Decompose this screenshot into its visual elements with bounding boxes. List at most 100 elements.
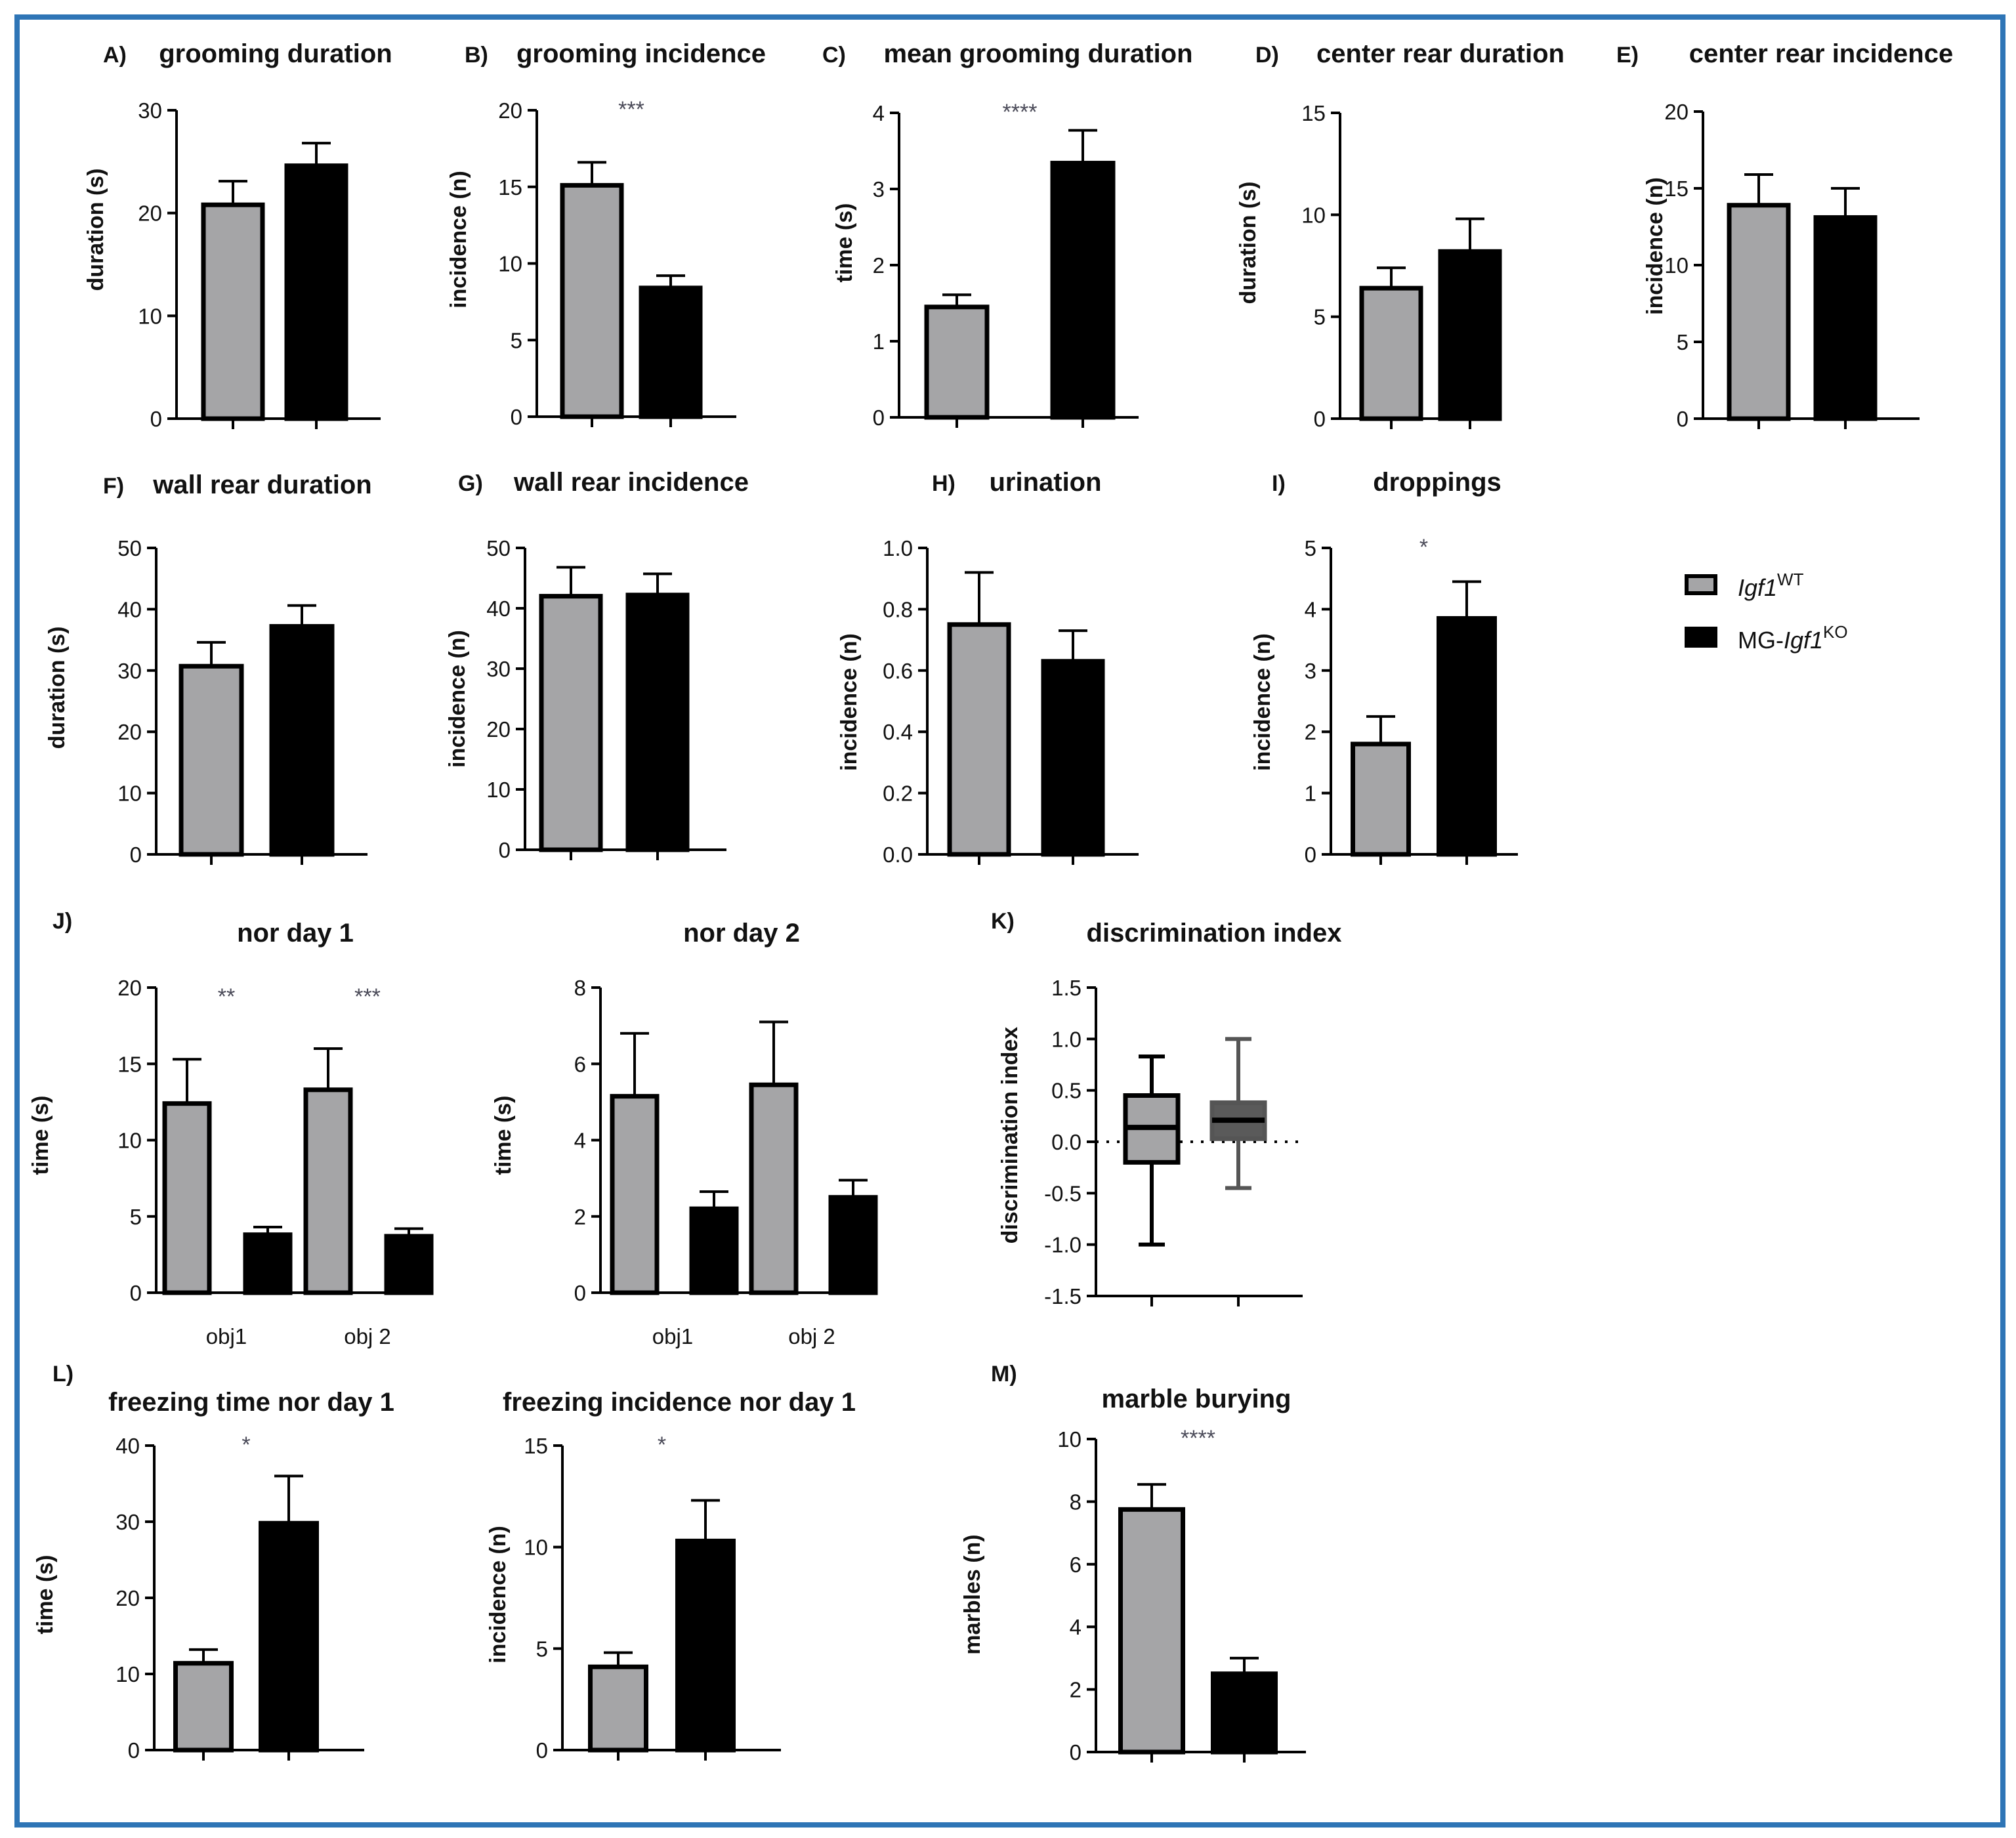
- y-axis-label: time (s): [832, 203, 857, 283]
- chart-title: droppings: [1373, 468, 1502, 497]
- panel-label: L): [52, 1362, 74, 1387]
- y-tick-label: 30: [117, 659, 142, 683]
- panel-l1: L) freezing time nor day 1 0 10 20 30 40 time (…: [33, 1362, 394, 1763]
- y-tick-label: 20: [117, 720, 142, 744]
- y-tick-label: 1: [1305, 782, 1316, 806]
- panel-label: I): [1272, 471, 1286, 496]
- chart-title: discrimination index: [1087, 919, 1342, 948]
- bar-ko: [1813, 215, 1878, 421]
- y-tick-label: 20: [116, 1586, 140, 1610]
- y-axis-label: incidence (n): [446, 171, 471, 308]
- y-axis-label: duration (s): [83, 169, 108, 291]
- significance-marker: *: [1419, 535, 1428, 560]
- panel-label: J): [52, 909, 72, 934]
- y-tick-label: 0.0: [1051, 1130, 1082, 1154]
- legend-label: Igf1WT: [1738, 570, 1804, 601]
- bar-ko: [828, 1195, 878, 1295]
- bar-ko: [1050, 161, 1116, 420]
- panel-label: C): [822, 43, 846, 68]
- bar-wt: [588, 1664, 648, 1753]
- bar-wt: [173, 1661, 234, 1753]
- panel-f: F) wall rear duration 0 10 20 30 40 50 duration …: [45, 470, 372, 867]
- y-tick-label: 40: [116, 1434, 140, 1458]
- chart-title: marble burying: [1102, 1385, 1292, 1413]
- bar-wt: [178, 663, 244, 857]
- panel-label: A): [103, 43, 127, 68]
- bar-ko: [1437, 616, 1497, 857]
- y-tick-label: 5: [1677, 330, 1689, 354]
- significance-marker: *: [242, 1432, 250, 1457]
- legend: Igf1WT MG-Igf1KO: [1685, 570, 1848, 654]
- panel-label: K): [991, 909, 1015, 934]
- y-tick-label: 20: [498, 98, 522, 123]
- y-tick-label: 0.2: [883, 782, 913, 806]
- y-tick-label: 0.8: [883, 597, 913, 621]
- significance-marker: ****: [1003, 100, 1038, 125]
- y-axis-label: incidence (n): [837, 633, 862, 771]
- y-axis-label: duration (s): [1236, 182, 1261, 304]
- y-tick-label: 6: [574, 1052, 586, 1076]
- y-tick-label: 10: [138, 304, 162, 328]
- bar-wt: [1351, 741, 1411, 857]
- x-tick-label: obj 2: [788, 1324, 835, 1348]
- y-tick-label: 0: [511, 405, 522, 429]
- y-axis-label: incidence (n): [1643, 177, 1668, 315]
- significance-marker: **: [218, 984, 235, 1009]
- y-tick-label: 0: [1070, 1740, 1082, 1765]
- chart-title: mean grooming duration: [883, 39, 1192, 68]
- panel-label: B): [465, 43, 488, 68]
- bar-ko: [384, 1234, 434, 1295]
- significance-marker: *: [658, 1432, 666, 1457]
- bar-wt: [924, 304, 990, 420]
- bar-ko: [639, 285, 703, 419]
- panel-label: F): [103, 474, 124, 499]
- y-tick-label: 4: [1305, 597, 1316, 621]
- panel-a: A) grooming duration 0 10 20 30 duration (s): [83, 39, 392, 431]
- significance-marker: ***: [354, 984, 381, 1009]
- y-tick-label: 10: [1301, 203, 1326, 227]
- y-tick-label: 30: [486, 657, 511, 681]
- bar-ko: [675, 1538, 736, 1753]
- y-tick-label: 5: [130, 1205, 142, 1229]
- y-tick-label: 0: [499, 838, 511, 862]
- bar-wt: [201, 202, 265, 421]
- x-tick-label: obj1: [652, 1324, 693, 1348]
- y-tick-label: -1.5: [1044, 1284, 1082, 1308]
- y-tick-label: 10: [117, 782, 142, 806]
- y-tick-label: 50: [486, 536, 511, 560]
- y-tick-label: 0: [1314, 407, 1326, 431]
- y-axis-label: duration (s): [45, 627, 70, 749]
- y-tick-label: 15: [117, 1052, 142, 1076]
- chart-title: grooming duration: [159, 39, 392, 68]
- chart-title: grooming incidence: [516, 39, 766, 68]
- bar-ko: [243, 1232, 293, 1295]
- panel-label: D): [1255, 43, 1279, 68]
- y-axis-label: incidence (n): [486, 1526, 511, 1663]
- y-tick-label: 4: [1070, 1615, 1082, 1639]
- y-axis-label: time (s): [491, 1096, 516, 1175]
- y-tick-label: 2: [873, 253, 885, 278]
- chart-title: freezing incidence nor day 1: [503, 1388, 856, 1417]
- chart-title: wall rear incidence: [513, 468, 749, 497]
- chart-title: urination: [989, 468, 1101, 497]
- bar-ko: [284, 163, 348, 421]
- y-tick-label: 4: [574, 1129, 586, 1153]
- legend-swatch: [1685, 627, 1717, 648]
- legend-label: MG-Igf1KO: [1738, 622, 1848, 654]
- x-tick-label: obj1: [206, 1324, 247, 1348]
- y-tick-label: 0: [130, 1281, 142, 1305]
- panel-c: C) mean grooming duration 0 1 2 3 4 time (s) ***…: [822, 39, 1193, 430]
- bar-ko: [1041, 659, 1105, 857]
- chart-title: center rear duration: [1316, 39, 1564, 68]
- y-tick-label: 0: [1677, 407, 1689, 431]
- bar-ko: [1211, 1671, 1278, 1755]
- bar-wt: [539, 594, 603, 852]
- panel-e: E) center rear incidence 0 5 10 15 20 incidence…: [1616, 39, 1953, 431]
- y-tick-label: 10: [486, 778, 511, 802]
- y-tick-label: 15: [524, 1434, 548, 1458]
- y-tick-label: 1: [873, 329, 885, 354]
- y-tick-label: 20: [486, 717, 511, 741]
- bar-wt: [1727, 203, 1791, 421]
- y-axis-label: discrimination index: [998, 1027, 1022, 1244]
- y-tick-label: 40: [486, 596, 511, 621]
